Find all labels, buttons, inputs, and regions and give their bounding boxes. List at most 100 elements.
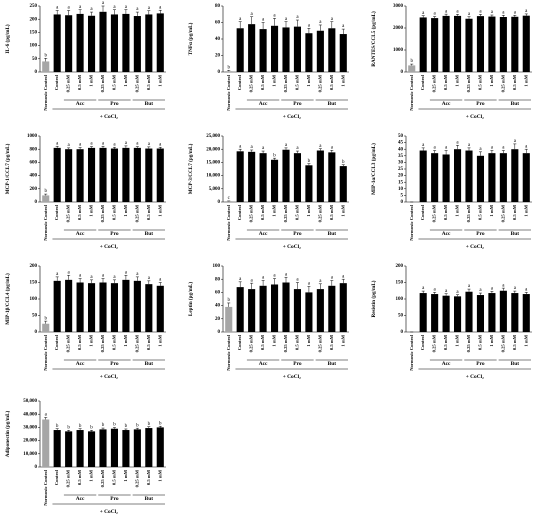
- bar: [453, 15, 462, 72]
- treatment-label: + CoCl₂: [466, 114, 484, 120]
- x-tick-label: 0.5 mM: [77, 469, 82, 485]
- x-tick-label: 0.5 mM: [512, 204, 517, 220]
- significance-letter: a: [273, 14, 276, 19]
- bar: [282, 27, 290, 72]
- significance-letter: a: [102, 1, 105, 6]
- significance-letter: a: [79, 274, 82, 279]
- bar: [316, 289, 324, 332]
- y-tick-label: 3000: [393, 4, 404, 9]
- y-tick-label: 150: [30, 281, 38, 286]
- x-tick-label: 1 mM: [272, 74, 277, 86]
- bar: [431, 294, 439, 332]
- x-tick-label: 0.25 mM: [317, 74, 322, 92]
- bar: [453, 296, 462, 332]
- group-label: But: [145, 361, 154, 367]
- y-tick-label: 200: [30, 17, 38, 22]
- x-tick-label: 0.25 mM: [317, 334, 322, 352]
- significance-letter: a: [136, 272, 139, 277]
- group-label: But: [511, 101, 520, 107]
- bar: [65, 431, 73, 467]
- bar: [99, 11, 107, 73]
- bar: [259, 285, 267, 332]
- bar: [133, 16, 141, 73]
- y-tick-label: 45: [398, 141, 404, 146]
- bar: [499, 17, 507, 72]
- bar: [316, 30, 324, 72]
- significance-letter: a: [525, 9, 528, 14]
- treatment-label: + CoCl₂: [100, 244, 118, 250]
- significance-letter: a: [113, 5, 116, 10]
- significance-letter: b: [342, 160, 345, 165]
- x-tick-label: 0.5 mM: [512, 334, 517, 350]
- bar: [87, 283, 96, 332]
- y-axis-label: MIP-1β/CCL4 (pg/mL): [4, 273, 11, 325]
- bar: [488, 293, 496, 332]
- bar: [156, 148, 164, 202]
- significance-letter: a: [68, 6, 71, 11]
- treatment-label: + CoCl₂: [100, 509, 118, 515]
- bar: [87, 147, 96, 202]
- bar: [145, 148, 153, 202]
- x-tick-label: 1 mM: [272, 204, 277, 216]
- y-tick-label: 100: [30, 297, 38, 302]
- significance-letter: a: [90, 275, 93, 280]
- bar: [42, 419, 50, 467]
- bar: [522, 15, 530, 72]
- significance-letter: a: [308, 282, 311, 287]
- significance-letter: b: [113, 423, 116, 428]
- x-tick-label: 0.25 mM: [466, 334, 471, 352]
- bar: [42, 195, 50, 202]
- x-tick-label: Control: [420, 74, 425, 90]
- x-tick-label: 0.25 mM: [66, 204, 71, 222]
- significance-letter: a: [434, 146, 437, 151]
- bar: [419, 293, 427, 332]
- bar: [270, 25, 279, 72]
- bar: [442, 295, 450, 332]
- significance-letter: a: [445, 9, 448, 14]
- significance-letter: c: [228, 196, 231, 201]
- bar: [236, 287, 244, 332]
- y-tick-label: 0: [401, 70, 404, 75]
- bar: [328, 28, 336, 72]
- bar: [99, 147, 107, 202]
- bar: [465, 291, 473, 332]
- bar: [53, 147, 61, 202]
- y-tick-label: 50: [32, 57, 38, 62]
- x-tick-label: 1 mM: [455, 204, 460, 216]
- y-tick-label: 20: [215, 317, 221, 322]
- x-tick-label: 0.5 mM: [112, 204, 117, 220]
- bar: [419, 17, 427, 72]
- x-tick-label: 0.5 mM: [146, 469, 151, 485]
- group-label: Pro: [476, 361, 485, 367]
- x-tick-label: 0.5 mM: [295, 334, 300, 350]
- x-tick-label: Normoxic Control: [226, 204, 231, 240]
- significance-letter: a: [331, 145, 334, 150]
- x-tick-label: Normoxic Control: [43, 204, 48, 240]
- y-tick-label: 5: [401, 194, 404, 199]
- x-tick-label: Normoxic Control: [43, 334, 48, 370]
- bar: [293, 153, 302, 202]
- y-tick-label: 40: [398, 147, 404, 152]
- significance-letter: b: [227, 65, 230, 70]
- bar: [65, 15, 73, 73]
- significance-letter: a: [285, 272, 288, 277]
- x-tick-label: 1 mM: [123, 469, 128, 481]
- significance-letter: a: [113, 142, 116, 147]
- significance-letter: a: [319, 279, 322, 284]
- bar: [225, 201, 233, 202]
- treatment-label: + CoCl₂: [466, 244, 484, 250]
- y-tick-label: 40: [215, 37, 221, 42]
- bar: [236, 28, 244, 72]
- y-tick-label: 20: [398, 174, 404, 179]
- bar: [465, 150, 473, 202]
- significance-letter: a: [262, 18, 265, 23]
- x-tick-label: 1 mM: [489, 334, 494, 346]
- x-tick-label: 1 mM: [89, 469, 94, 481]
- bar: [499, 290, 507, 332]
- x-tick-label: 0.25 mM: [500, 74, 505, 92]
- x-tick-label: 1 mM: [455, 74, 460, 86]
- significance-letter: a: [422, 286, 425, 291]
- significance-letter: a: [102, 141, 105, 146]
- x-tick-label: Control: [54, 74, 59, 90]
- significance-letter: a: [491, 10, 494, 15]
